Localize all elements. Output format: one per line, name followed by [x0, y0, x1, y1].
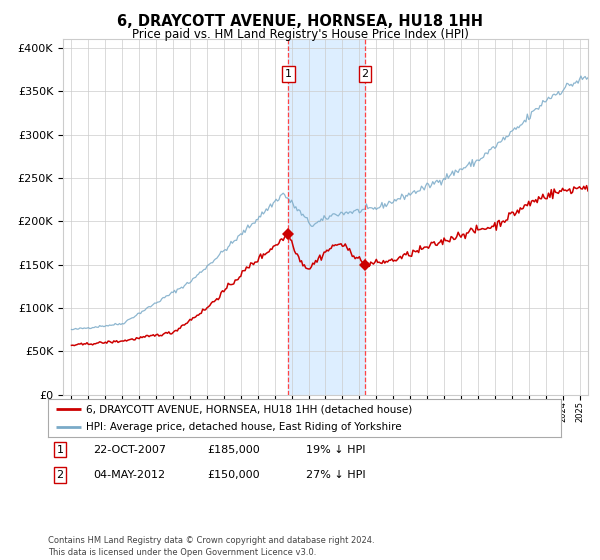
Text: £150,000: £150,000: [207, 470, 260, 480]
Text: 22-OCT-2007: 22-OCT-2007: [93, 445, 166, 455]
Text: 04-MAY-2012: 04-MAY-2012: [93, 470, 165, 480]
Text: 1: 1: [56, 445, 64, 455]
Text: 19% ↓ HPI: 19% ↓ HPI: [306, 445, 365, 455]
Text: 6, DRAYCOTT AVENUE, HORNSEA, HU18 1HH (detached house): 6, DRAYCOTT AVENUE, HORNSEA, HU18 1HH (d…: [86, 404, 413, 414]
Text: Price paid vs. HM Land Registry's House Price Index (HPI): Price paid vs. HM Land Registry's House …: [131, 28, 469, 41]
Text: £185,000: £185,000: [207, 445, 260, 455]
Text: 6, DRAYCOTT AVENUE, HORNSEA, HU18 1HH: 6, DRAYCOTT AVENUE, HORNSEA, HU18 1HH: [117, 14, 483, 29]
Text: 2: 2: [56, 470, 64, 480]
Text: HPI: Average price, detached house, East Riding of Yorkshire: HPI: Average price, detached house, East…: [86, 422, 402, 432]
Text: 1: 1: [285, 69, 292, 79]
Text: Contains HM Land Registry data © Crown copyright and database right 2024.
This d: Contains HM Land Registry data © Crown c…: [48, 536, 374, 557]
Text: 2: 2: [362, 69, 368, 79]
Text: 27% ↓ HPI: 27% ↓ HPI: [306, 470, 365, 480]
Bar: [289, 39, 365, 395]
